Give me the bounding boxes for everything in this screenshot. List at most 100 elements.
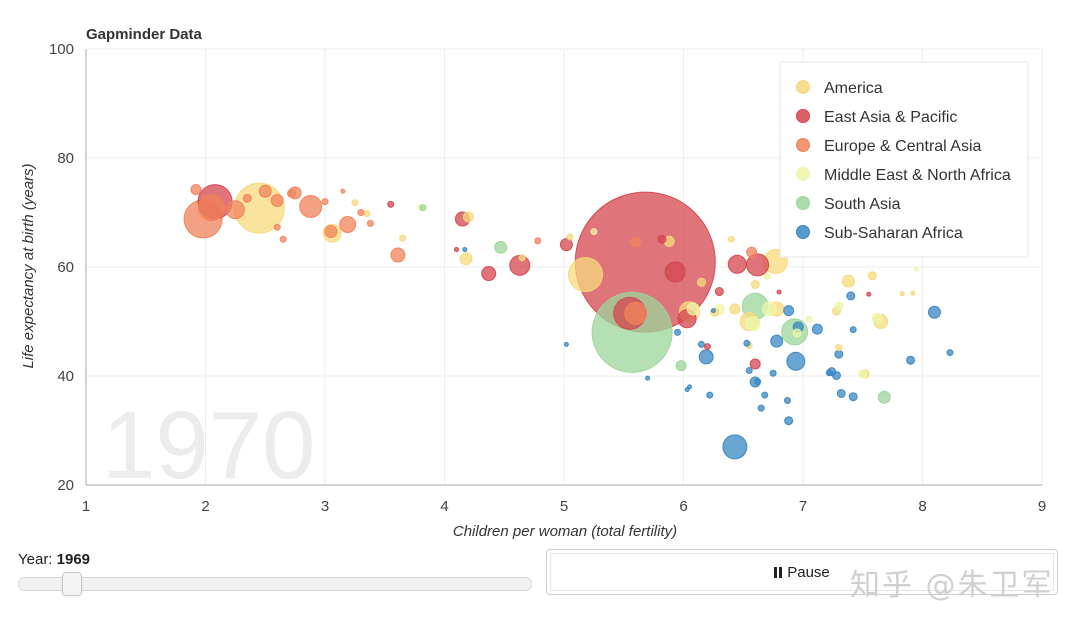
bubble-america[interactable] [750, 279, 760, 289]
bubble-europe-central-asia[interactable] [390, 247, 406, 263]
legend-item-label[interactable]: East Asia & Pacific [824, 109, 957, 126]
bubble-america[interactable] [363, 210, 371, 218]
bubble-east-asia-pacific[interactable] [714, 287, 724, 297]
bubble-europe-central-asia[interactable] [324, 225, 338, 239]
bubble-america[interactable] [351, 199, 359, 207]
bubble-sub-saharan-africa[interactable] [754, 377, 762, 385]
bubble-europe-central-asia[interactable] [299, 195, 323, 219]
bubble-east-asia-pacific[interactable] [559, 238, 573, 252]
bubble-sub-saharan-africa[interactable] [563, 341, 569, 347]
bubble-sub-saharan-africa[interactable] [906, 355, 916, 365]
bubble-europe-central-asia[interactable] [366, 219, 374, 227]
bubble-america[interactable] [729, 303, 741, 315]
bubble-america[interactable] [462, 211, 474, 223]
bubble-europe-central-asia[interactable] [197, 194, 225, 222]
bubble-europe-central-asia[interactable] [279, 235, 287, 243]
bubble-america[interactable] [867, 271, 877, 281]
legend-item-label[interactable]: America [824, 80, 883, 97]
bubble-south-asia[interactable] [494, 240, 508, 254]
bubble-sub-saharan-africa[interactable] [834, 349, 844, 359]
bubble-america[interactable] [518, 254, 526, 262]
bubble-europe-central-asia[interactable] [624, 301, 648, 325]
bubble-europe-central-asia[interactable] [340, 188, 346, 194]
bubble-south-asia[interactable] [675, 360, 687, 372]
bubble-sub-saharan-africa[interactable] [811, 323, 823, 335]
legend-item-label[interactable]: South Asia [824, 196, 901, 213]
bubble-america[interactable] [835, 344, 843, 352]
legend-item-label[interactable]: Sub-Saharan Africa [824, 225, 963, 242]
bubble-europe-central-asia[interactable] [270, 194, 284, 208]
bubble-middle-east-north-africa[interactable] [871, 312, 883, 324]
bubble-sub-saharan-africa[interactable] [684, 387, 690, 393]
bubble-east-asia-pacific[interactable] [703, 343, 711, 351]
bubble-middle-east-north-africa[interactable] [805, 315, 813, 323]
legend-item-label[interactable]: Europe & Central Asia [824, 138, 982, 155]
bubble-middle-east-north-africa[interactable] [686, 302, 700, 316]
bubble-sub-saharan-africa[interactable] [706, 391, 714, 399]
bubble-sub-saharan-africa[interactable] [849, 326, 857, 334]
bubble-sub-saharan-africa[interactable] [786, 351, 806, 371]
bubble-east-asia-pacific[interactable] [776, 289, 782, 295]
bubble-sub-saharan-africa[interactable] [710, 308, 716, 314]
bubble-america[interactable] [899, 291, 905, 297]
bubble-sub-saharan-africa[interactable] [761, 391, 769, 399]
bubble-europe-central-asia[interactable] [339, 215, 357, 233]
bubble-america[interactable] [727, 235, 735, 243]
year-slider-handle[interactable] [62, 572, 82, 596]
bubble-sub-saharan-africa[interactable] [722, 434, 748, 460]
bubble-middle-east-north-africa[interactable] [762, 301, 778, 317]
bubble-middle-east-north-africa[interactable] [763, 272, 771, 280]
bubble-east-asia-pacific[interactable] [481, 266, 497, 282]
bubble-east-asia-pacific[interactable] [453, 247, 459, 253]
pause-button[interactable]: Pause [546, 549, 1058, 595]
bubble-east-asia-pacific[interactable] [387, 200, 395, 208]
bubble-europe-central-asia[interactable] [630, 236, 642, 248]
bubble-east-asia-pacific[interactable] [749, 358, 761, 370]
bubble-sub-saharan-africa[interactable] [825, 369, 833, 377]
bubble-east-asia-pacific[interactable] [866, 291, 872, 297]
bubble-middle-east-north-africa[interactable] [914, 266, 920, 272]
bubble-america[interactable] [459, 252, 473, 266]
bubble-sub-saharan-africa[interactable] [927, 305, 941, 319]
bubble-east-asia-pacific[interactable] [727, 254, 747, 274]
bubble-europe-central-asia[interactable] [190, 184, 202, 196]
bubble-sub-saharan-africa[interactable] [848, 392, 858, 402]
bubble-middle-east-north-africa[interactable] [590, 228, 598, 236]
legend-item-label[interactable]: Middle East & North Africa [824, 167, 1011, 184]
bubble-middle-east-north-africa[interactable] [792, 328, 802, 338]
bubble-sub-saharan-africa[interactable] [645, 375, 651, 381]
year-slider-track[interactable] [18, 577, 532, 591]
bubble-east-asia-pacific[interactable] [657, 234, 667, 244]
bubble-sub-saharan-africa[interactable] [697, 340, 705, 348]
bubble-sub-saharan-africa[interactable] [769, 369, 777, 377]
bubble-sub-saharan-africa[interactable] [770, 334, 784, 348]
bubble-middle-east-north-africa[interactable] [834, 301, 844, 311]
bubble-sub-saharan-africa[interactable] [846, 291, 856, 301]
bubble-europe-central-asia[interactable] [534, 237, 542, 245]
bubble-europe-central-asia[interactable] [357, 209, 365, 216]
bubble-south-asia[interactable] [419, 204, 427, 212]
bubble-america[interactable] [399, 234, 407, 242]
bubble-america[interactable] [910, 290, 916, 296]
bubble-europe-central-asia[interactable] [321, 198, 329, 206]
bubble-europe-central-asia[interactable] [225, 200, 245, 220]
bubble-sub-saharan-africa[interactable] [784, 416, 794, 426]
bubble-europe-central-asia[interactable] [746, 246, 758, 258]
bubble-sub-saharan-africa[interactable] [745, 367, 753, 375]
bubble-sub-saharan-africa[interactable] [783, 397, 791, 405]
bubble-east-asia-pacific[interactable] [664, 261, 686, 283]
bubble-sub-saharan-africa[interactable] [783, 305, 795, 317]
bubble-sub-saharan-africa[interactable] [674, 328, 682, 336]
bubble-europe-central-asia[interactable] [287, 188, 297, 198]
bubble-middle-east-north-africa[interactable] [858, 369, 868, 379]
bubble-sub-saharan-africa[interactable] [698, 349, 714, 365]
bubble-america[interactable] [696, 277, 706, 287]
bubble-sub-saharan-africa[interactable] [743, 339, 751, 347]
bubble-europe-central-asia[interactable] [258, 184, 272, 198]
bubble-sub-saharan-africa[interactable] [836, 388, 846, 398]
bubble-south-asia[interactable] [877, 390, 891, 404]
bubble-america[interactable] [568, 257, 604, 293]
bubble-america[interactable] [841, 274, 855, 288]
bubble-sub-saharan-africa[interactable] [462, 247, 468, 253]
bubble-sub-saharan-africa[interactable] [946, 349, 954, 357]
